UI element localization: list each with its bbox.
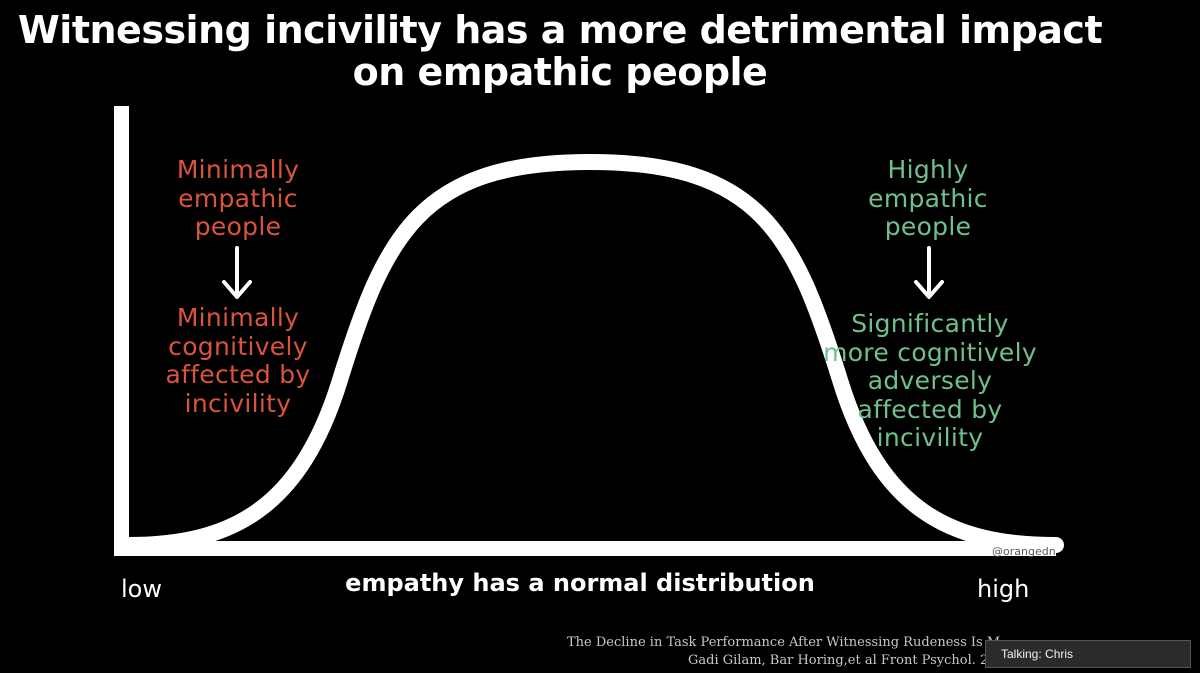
label-line: affected by — [165, 360, 311, 389]
label-line: cognitively — [168, 331, 308, 361]
label-line: Minimally — [176, 303, 300, 332]
label-line: incivility — [184, 388, 292, 418]
citation-line-2: Gadi Gilam, Bar Horing,et al Front Psych… — [688, 653, 997, 668]
slide-title-line-2: on empathic people — [352, 50, 768, 94]
label-line: empathic — [178, 183, 298, 213]
label-line: adversely — [867, 366, 993, 395]
citation-line-1: The Decline in Task Performance After Wi… — [567, 635, 1001, 650]
caption-text: empathy has a normal distribution — [345, 569, 815, 597]
label-line: empathic — [868, 183, 988, 213]
minimally-empathic-label: Minimally empathic people — [118, 155, 358, 242]
highly-empathic-label: Highly empathic people — [818, 155, 1038, 242]
label-line: people — [194, 212, 282, 241]
watermark: @orangedn — [992, 545, 1056, 558]
talking-indicator: Talking: Chris — [985, 640, 1191, 668]
label-line: more cognitively — [823, 337, 1037, 367]
slide-title-line-1: Witnessing incivility has a more detrime… — [17, 8, 1103, 52]
label-line: Highly — [887, 155, 969, 184]
x-axis-line — [114, 541, 1056, 556]
label-line: incivility — [876, 423, 984, 452]
arrow-down-icon — [914, 246, 944, 299]
significantly-affected-label: Significantly more cognitively adversely… — [770, 309, 1090, 453]
label-line: people — [884, 212, 972, 241]
label-line: affected by — [857, 394, 1003, 424]
axis-label-low: low — [121, 575, 162, 603]
minimally-affected-label: Minimally cognitively affected by incivi… — [108, 303, 368, 418]
label-line: Minimally — [176, 155, 300, 184]
y-axis-line — [114, 106, 129, 554]
distribution-caption: empathy has a normal distribution — [0, 569, 1180, 597]
arrow-down-icon — [222, 246, 252, 299]
talking-label: Talking: Chris — [1001, 647, 1074, 661]
bell-curve — [120, 153, 1064, 553]
axis-label-high: high — [977, 575, 1030, 603]
label-line: Significantly — [851, 309, 1009, 338]
